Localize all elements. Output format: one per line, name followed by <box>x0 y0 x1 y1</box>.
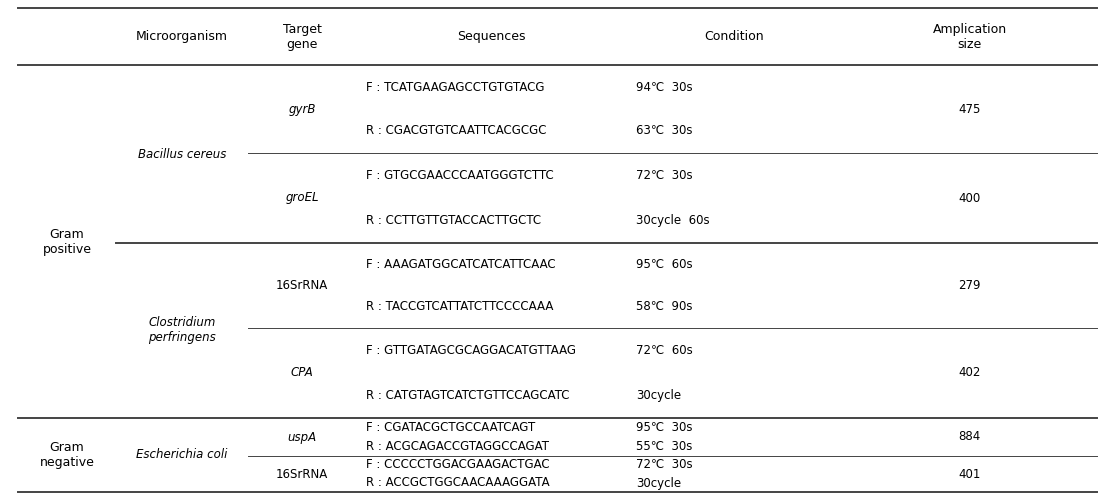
Text: Gram
positive: Gram positive <box>42 227 91 256</box>
Text: 72℃  60s: 72℃ 60s <box>636 344 692 357</box>
Text: 72℃  30s: 72℃ 30s <box>636 169 692 182</box>
Text: Gram
negative: Gram negative <box>39 441 95 469</box>
Text: 95℃  30s: 95℃ 30s <box>636 421 692 434</box>
Text: CPA: CPA <box>291 367 313 379</box>
Text: 30cycle: 30cycle <box>636 389 681 402</box>
Text: R : TACCGTCATTATCTTCCCCAAA: R : TACCGTCATTATCTTCCCCAAA <box>366 300 553 313</box>
Text: R : CCTTGTTGTACCACTTGCTC: R : CCTTGTTGTACCACTTGCTC <box>366 214 541 227</box>
Text: 475: 475 <box>958 103 981 116</box>
Text: F : TCATGAAGAGCCTGTGTACG: F : TCATGAAGAGCCTGTGTACG <box>366 81 544 94</box>
Text: Condition: Condition <box>705 30 764 43</box>
Text: R : ACCGCTGGCAACAAAGGATA: R : ACCGCTGGCAACAAAGGATA <box>366 476 550 489</box>
Text: 402: 402 <box>958 367 981 379</box>
Text: F : GTGCGAACCCAATGGGTCTTC: F : GTGCGAACCCAATGGGTCTTC <box>366 169 554 182</box>
Text: Microorganism: Microorganism <box>136 30 227 43</box>
Text: Target
gene: Target gene <box>282 23 321 51</box>
Text: Clostridium
perfringens: Clostridium perfringens <box>148 317 216 345</box>
Text: 72℃  30s: 72℃ 30s <box>636 458 692 471</box>
Text: R : ACGCAGACCGTAGGCCAGAT: R : ACGCAGACCGTAGGCCAGAT <box>366 440 549 453</box>
Text: 401: 401 <box>958 467 981 480</box>
Text: 279: 279 <box>958 279 981 292</box>
Text: F : AAAGATGGCATCATCATTCAAC: F : AAAGATGGCATCATCATTCAAC <box>366 258 555 271</box>
Text: 16SrRNA: 16SrRNA <box>275 467 328 480</box>
Text: R : CGACGTGTCAATTCACGCGC: R : CGACGTGTCAATTCACGCGC <box>366 125 546 137</box>
Text: 94℃  30s: 94℃ 30s <box>636 81 692 94</box>
Text: F : CCCCCTGGACGAAGACTGAC: F : CCCCCTGGACGAAGACTGAC <box>366 458 550 471</box>
Text: gyrB: gyrB <box>289 103 316 116</box>
Text: 884: 884 <box>959 430 980 443</box>
Text: Bacillus cereus: Bacillus cereus <box>138 147 226 160</box>
Text: 30cycle: 30cycle <box>636 476 681 489</box>
Text: groEL: groEL <box>285 191 319 204</box>
Text: Sequences: Sequences <box>457 30 525 43</box>
Text: 58℃  90s: 58℃ 90s <box>636 300 692 313</box>
Text: 63℃  30s: 63℃ 30s <box>636 125 692 137</box>
Text: R : CATGTAGTCATCTGTTCCAGCATC: R : CATGTAGTCATCTGTTCCAGCATC <box>366 389 570 402</box>
Text: uspA: uspA <box>288 430 317 443</box>
Text: 16SrRNA: 16SrRNA <box>275 279 328 292</box>
Text: 95℃  60s: 95℃ 60s <box>636 258 692 271</box>
Text: 30cycle  60s: 30cycle 60s <box>636 214 709 227</box>
Text: Amplication
size: Amplication size <box>932 23 1007 51</box>
Text: Escherichia coli: Escherichia coli <box>136 448 227 461</box>
Text: 400: 400 <box>959 191 980 204</box>
Text: F : CGATACGCTGCCAATCAGT: F : CGATACGCTGCCAATCAGT <box>366 421 535 434</box>
Text: F : GTTGATAGCGCAGGACATGTTAAG: F : GTTGATAGCGCAGGACATGTTAAG <box>366 344 576 357</box>
Text: 55℃  30s: 55℃ 30s <box>636 440 692 453</box>
